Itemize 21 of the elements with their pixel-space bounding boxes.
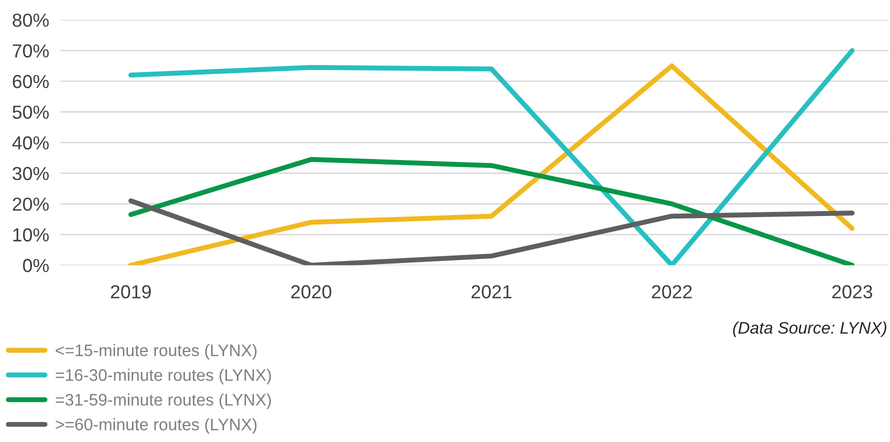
text: (Data Source: LYNX) (733, 322, 886, 338)
x-tick-label: 2022 (652, 285, 692, 298)
x-tick-label: 2023 (832, 285, 872, 298)
x-tick-label: 2021 (472, 285, 512, 298)
line-series (128, 198, 855, 266)
y-tick-label: 80% (12, 14, 49, 27)
x-tick-label: 2019 (110, 285, 151, 298)
line-series (128, 156, 855, 266)
y-tick-label: 70% (12, 44, 49, 58)
legend-label: <=15-minute routes (LYNX) (56, 344, 257, 360)
y-tick-label: 50% (12, 106, 49, 119)
y-tick-label: 10% (13, 228, 49, 242)
legend-label: >=60-minute routes (LYNX) (56, 418, 257, 434)
y-tick-label: 0% (23, 258, 49, 272)
legend-label: =16-30-minute routes (LYNX) (56, 368, 271, 384)
y-tick-label: 30% (12, 166, 49, 180)
x-tick-label: 2020 (291, 285, 332, 298)
y-tick-label: 40% (12, 136, 49, 150)
y-tick-label: 20% (12, 198, 49, 211)
y-tick-label: 60% (12, 74, 49, 88)
legend-label: =31-59-minute routes (LYNX) (56, 393, 271, 409)
